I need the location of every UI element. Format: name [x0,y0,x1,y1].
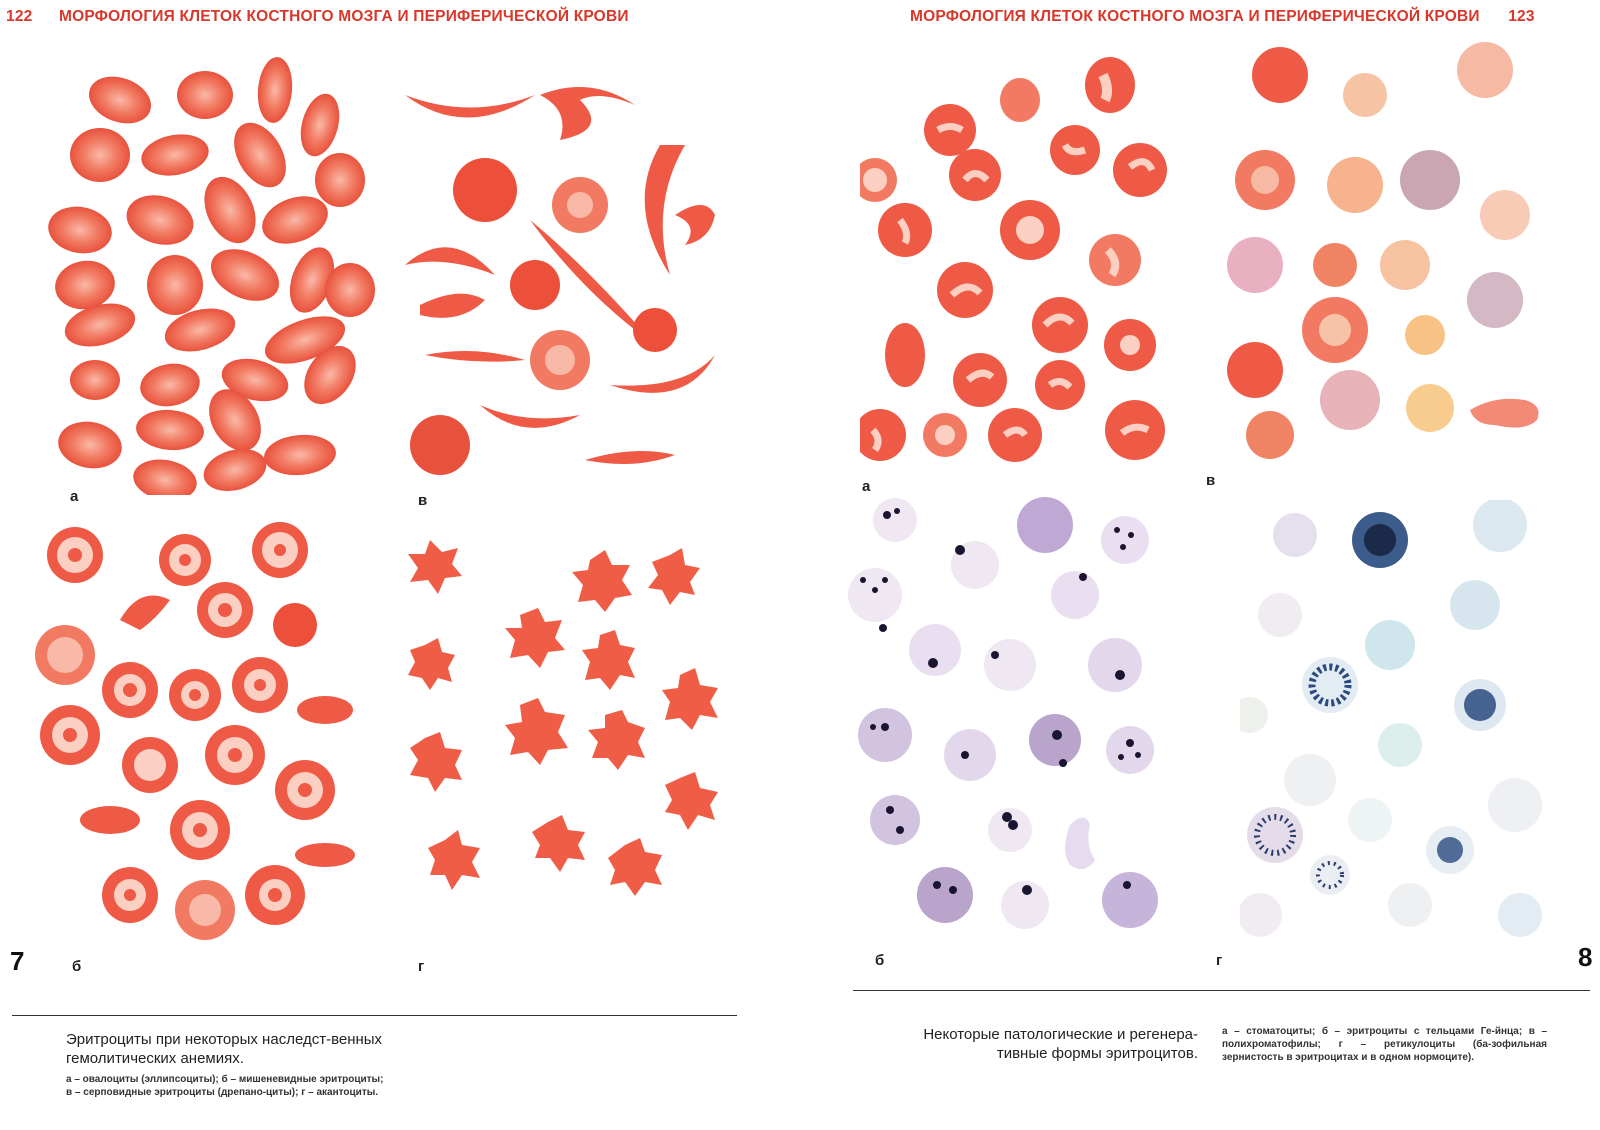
right-caption-rule [853,990,1590,991]
fig7-panel-b-target-cells [30,520,380,955]
fig7-caption-text: а – овалоциты (эллипсоциты); б – мишенев… [66,1074,384,1098]
left-page-number: 122 [6,8,33,25]
fig8-panel-g-reticulocytes [1240,500,1560,945]
fig8-label-a: а [862,478,871,495]
fig8-caption-text: а – стоматоциты; б – эритроциты с тельца… [1222,1026,1547,1063]
polychromatophils-illustration [1227,42,1539,459]
target-cells-illustration [35,522,355,940]
fig8-panel-b-heinz-bodies [845,495,1175,940]
fig7-panel-g-acanthocytes [400,540,730,910]
fig8-label-b: б [875,952,885,969]
fig8-caption-title: Некоторые патологические и регенера-тивн… [923,1026,1198,1062]
left-header-title: МОРФОЛОГИЯ КЛЕТОК КОСТНОГО МОЗГА И ПЕРИФ… [58,8,629,25]
fig7-panel-a-ovalocytes [40,45,390,495]
fig8-label-g: г [1216,952,1223,969]
right-header-title: МОРФОЛОГИЯ КЛЕТОК КОСТНОГО МОЗГА И ПЕРИФ… [910,8,1480,25]
left-caption-rule [12,1015,737,1016]
ovalocytes-illustration [48,57,375,495]
figure-8-number: 8 [1578,942,1593,972]
reticulocytes-illustration [1240,500,1542,937]
fig7-label-b: б [72,958,82,975]
fig7-label-g: г [418,958,425,975]
fig7-caption-title: Эритроциты при некоторых наследст-венных… [66,1031,383,1067]
fig7-label-v: в [418,492,428,509]
heinz-bodies-illustration [848,497,1158,929]
figure-7-number: 7 [10,946,25,976]
fig8-panel-a-stomatocytes [860,55,1180,480]
fig8-panel-v-polychromatophils [1225,40,1555,470]
right-page-header: МОРФОЛОГИЯ КЛЕТОК КОСТНОГО МОЗГА И ПЕРИФ… [910,8,1535,26]
acanthocytes-illustration [408,540,718,896]
fig8-label-v: в [1206,472,1216,489]
sickle-cells-illustration [405,87,715,475]
right-page-number: 123 [1508,8,1535,25]
left-page-header: 122 МОРФОЛОГИЯ КЛЕТОК КОСТНОГО МОЗГА И П… [6,8,629,26]
fig7-panel-v-sickle-cells [385,75,730,480]
fig7-label-a: а [70,488,79,505]
stomatocytes-illustration [860,57,1167,462]
